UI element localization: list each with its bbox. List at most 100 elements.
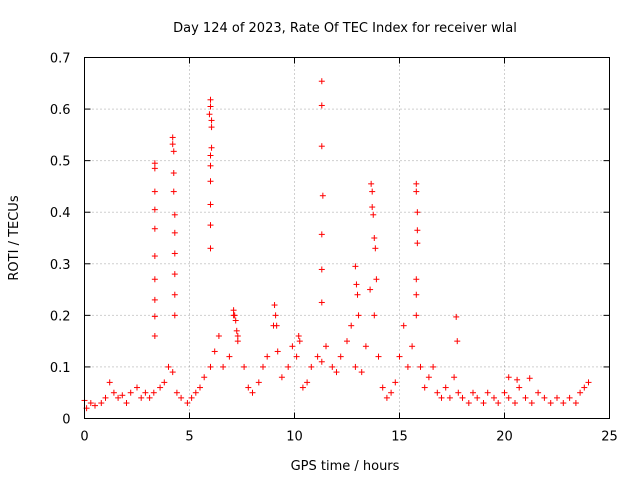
data-point — [274, 348, 281, 355]
chart-title: Day 124 of 2023, Rate Of TEC Index for r… — [173, 21, 517, 36]
data-point — [165, 363, 172, 370]
data-point — [434, 389, 441, 396]
x-ticks: 0 5 10 15 20 25 — [80, 57, 618, 445]
data-point — [318, 358, 325, 365]
data-point — [379, 384, 386, 391]
data-point — [234, 332, 241, 339]
y-tick-label: 0.4 — [50, 206, 71, 221]
x-axis-label: GPS time / hours — [291, 459, 400, 474]
data-point — [207, 201, 214, 208]
data-point — [413, 180, 420, 187]
data-point — [337, 353, 344, 360]
data-point — [585, 379, 592, 386]
data-point — [314, 353, 321, 360]
data-point — [260, 363, 266, 370]
data-point — [413, 188, 420, 195]
data-point — [465, 400, 472, 407]
data-point — [231, 312, 238, 319]
data-point — [151, 160, 158, 167]
data-point — [362, 343, 369, 350]
data-point — [318, 266, 325, 273]
data-point — [169, 369, 176, 376]
data-point — [271, 302, 278, 309]
data-point — [264, 353, 271, 360]
data-point — [178, 394, 185, 401]
data-point — [192, 389, 199, 396]
y-tick-label: 0.1 — [50, 361, 71, 376]
data-point — [151, 206, 158, 213]
data-point — [388, 389, 395, 396]
data-point — [516, 384, 523, 391]
data-point — [323, 343, 329, 350]
data-point — [512, 400, 518, 407]
data-point — [278, 374, 285, 381]
data-point — [491, 394, 497, 401]
data-point — [318, 299, 325, 306]
data-point — [208, 117, 215, 124]
data-point — [453, 313, 460, 320]
data-point — [451, 374, 458, 381]
data-point — [352, 263, 359, 270]
data-point — [171, 312, 178, 319]
data-point — [188, 394, 195, 401]
data-point — [142, 389, 149, 396]
data-point — [421, 384, 428, 391]
data-point — [528, 400, 535, 407]
data-point — [318, 231, 325, 238]
data-point — [272, 312, 279, 319]
data-point — [98, 400, 105, 407]
data-point — [138, 394, 145, 401]
data-point — [318, 102, 325, 109]
data-point — [484, 389, 491, 396]
data-point — [171, 250, 178, 257]
data-point — [400, 322, 407, 329]
data-point — [371, 312, 378, 319]
x-tick-label: 20 — [496, 430, 513, 445]
y-tick-label: 0.2 — [50, 309, 71, 324]
data-point — [241, 363, 248, 370]
data-point — [480, 400, 487, 407]
data-point — [459, 394, 466, 401]
data-point — [455, 389, 462, 396]
x-tick-label: 0 — [80, 430, 88, 445]
data-point — [119, 392, 126, 399]
data-point — [115, 394, 122, 401]
data-point — [308, 363, 315, 370]
data-point — [110, 389, 117, 396]
data-point — [157, 384, 164, 391]
data-point — [572, 400, 579, 407]
data-point — [208, 124, 215, 131]
data-point — [285, 363, 292, 370]
data-point — [230, 307, 237, 314]
data-point — [354, 291, 361, 298]
y-tick-label: 0.5 — [50, 155, 71, 170]
data-point — [207, 178, 214, 185]
data-point — [522, 394, 529, 401]
data-point — [134, 384, 140, 391]
data-point — [102, 394, 109, 401]
data-point — [505, 374, 512, 381]
data-point — [375, 353, 382, 360]
data-point — [554, 394, 560, 401]
data-point — [409, 343, 416, 350]
data-point — [207, 103, 214, 110]
data-point — [368, 180, 375, 187]
data-point — [414, 227, 421, 234]
data-point — [207, 363, 214, 370]
data-point — [92, 402, 98, 409]
points — [81, 78, 592, 412]
data-point — [289, 343, 296, 350]
data-point — [501, 389, 508, 396]
data-point — [207, 245, 214, 252]
data-point — [414, 209, 421, 216]
data-point — [367, 286, 374, 293]
data-point — [151, 225, 158, 232]
data-point — [358, 369, 365, 376]
y-tick-label: 0.7 — [50, 52, 71, 67]
data-point — [425, 374, 432, 381]
data-point — [577, 389, 584, 396]
data-point — [304, 379, 311, 386]
data-point — [329, 363, 336, 370]
y-tick-label: 0 — [62, 413, 70, 428]
